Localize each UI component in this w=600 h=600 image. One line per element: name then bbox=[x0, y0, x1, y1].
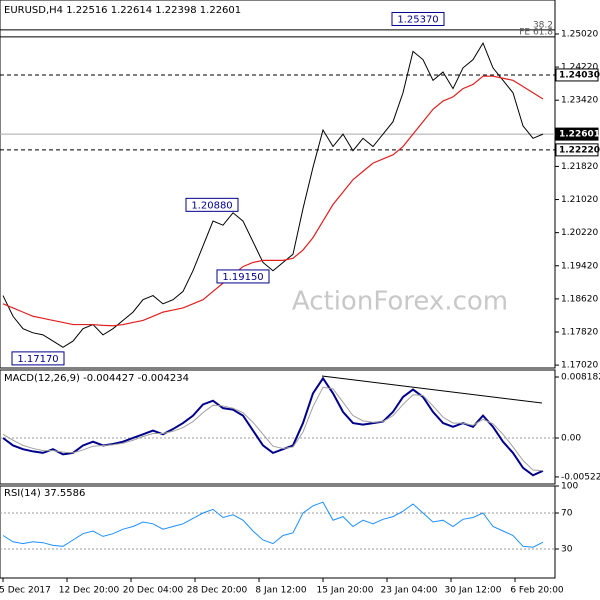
rsi-title: RSI(14) 37.5586 bbox=[4, 488, 85, 499]
y-tick-label: 1.23420 bbox=[561, 96, 598, 106]
y-tick-label: 1.20220 bbox=[561, 228, 598, 238]
level-box bbox=[555, 143, 599, 157]
x-tick-label: 12 Dec 20:00 bbox=[59, 586, 120, 596]
x-tick-label: 30 Jan 12:00 bbox=[445, 586, 502, 596]
y-tick-label: 70 bbox=[561, 509, 573, 519]
price-label-box bbox=[11, 351, 65, 366]
level-label: 1.22220 bbox=[559, 145, 600, 155]
price-label: 1.25370 bbox=[397, 14, 438, 25]
level-label: 1.22601 bbox=[559, 130, 600, 140]
x-tick-label: 6 Feb 20:00 bbox=[510, 586, 564, 596]
level-box bbox=[555, 68, 599, 82]
y-tick-label: 0.008182 bbox=[561, 372, 600, 382]
chart-title: EURUSD,H4 1.22516 1.22614 1.22398 1.2260… bbox=[4, 5, 241, 16]
macd-line bbox=[2, 376, 544, 477]
x-tick-label: 28 Dec 20:00 bbox=[187, 586, 248, 596]
y-tick-label: 1.24220 bbox=[561, 63, 598, 73]
y-tick-label: -0.005223 bbox=[561, 472, 600, 482]
y-tick-label: 100 bbox=[561, 482, 578, 492]
ma-line bbox=[2, 75, 544, 327]
rsi-line bbox=[2, 501, 544, 548]
x-tick-label: 23 Jan 04:00 bbox=[381, 586, 438, 596]
watermark: ActionForex.com bbox=[292, 287, 508, 317]
price-label-box bbox=[185, 197, 239, 212]
price-label-box bbox=[391, 11, 445, 26]
x-tick-label: 15 Jan 20:00 bbox=[317, 586, 374, 596]
price-label: 1.19150 bbox=[222, 272, 263, 283]
macd-title: MACD(12,26,9) -0.004427 -0.004234 bbox=[4, 373, 189, 384]
x-tick-label: 5 Dec 2017 bbox=[0, 586, 51, 596]
y-tick-label: 1.25020 bbox=[561, 29, 598, 39]
fib-label: 38.2 bbox=[533, 20, 553, 30]
y-tick-label: 1.21820 bbox=[561, 162, 598, 172]
x-tick-label: 20 Dec 04:00 bbox=[123, 586, 184, 596]
level-box bbox=[555, 127, 599, 141]
x-tick-label: 8 Jan 12:00 bbox=[255, 586, 307, 596]
y-tick-label: 0.00 bbox=[561, 433, 581, 443]
price-label-box bbox=[216, 269, 270, 284]
macd-panel bbox=[0, 369, 556, 485]
y-tick-label: 1.19420 bbox=[561, 261, 598, 271]
y-tick-label: 1.18620 bbox=[561, 294, 598, 304]
fib-label: FE 61.8 bbox=[519, 27, 553, 37]
y-tick-label: 1.17820 bbox=[561, 327, 598, 337]
y-tick-label: 1.21020 bbox=[561, 195, 598, 205]
price-label: 1.20880 bbox=[191, 200, 232, 211]
trend-line bbox=[321, 375, 543, 404]
price-label: 1.17170 bbox=[17, 354, 58, 365]
level-label: 1.24030 bbox=[559, 70, 600, 80]
y-tick-label: 1.17020 bbox=[561, 361, 598, 371]
y-tick-label: 30 bbox=[561, 545, 573, 555]
rsi-panel bbox=[0, 485, 556, 579]
price-panel bbox=[0, 0, 556, 369]
signal-line bbox=[2, 386, 544, 472]
